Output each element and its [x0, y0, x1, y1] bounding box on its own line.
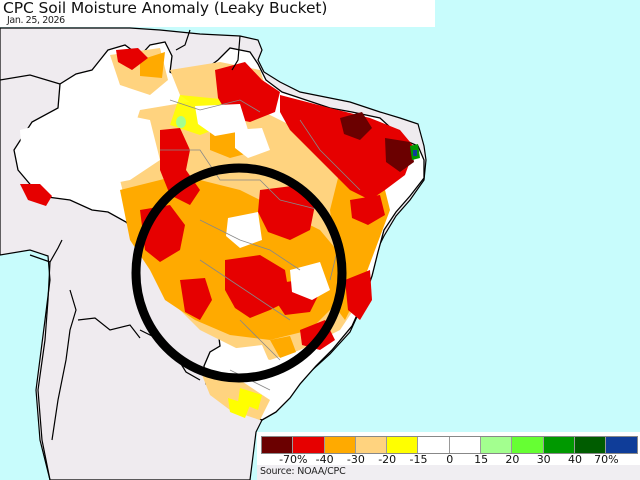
legend-swatch: [387, 437, 419, 453]
legend-swatch: [574, 437, 607, 453]
legend-labels: -70% -40 -30 -20 -15 0 15 20 30 40 70%: [257, 453, 640, 466]
legend-label: -70%: [279, 453, 308, 466]
legend-label: -15: [409, 453, 428, 466]
legend-label: 70%: [594, 453, 619, 466]
legend-label: 15: [474, 453, 489, 466]
legend-swatch: [449, 437, 482, 453]
date-label: Jan. 25, 2026: [7, 15, 65, 26]
legend-label: -20: [378, 453, 397, 466]
legend-swatch: [606, 437, 637, 453]
legend-swatch: [355, 437, 388, 453]
title-box: CPC Soil Moisture Anomaly (Leaky Bucket)…: [0, 0, 435, 27]
country-borders: [0, 29, 241, 480]
source-row: Source: NOAA/CPC: [257, 465, 640, 480]
legend-color-bar: [261, 436, 638, 454]
source-label: Source: NOAA/CPC: [260, 466, 346, 477]
legend-swatch: [543, 437, 575, 453]
legend-swatch: [512, 437, 544, 453]
legend-swatch: [324, 437, 356, 453]
legend-label: -40: [315, 453, 334, 466]
legend-label: 20: [505, 453, 520, 466]
legend: -70% -40 -30 -20 -15 0 15 20 30 40 70% Source: NOA…: [257, 432, 640, 480]
legend-label: 30: [536, 453, 551, 466]
legend-swatch: [481, 437, 513, 453]
legend-label: -30: [346, 453, 365, 466]
legend-swatch: [418, 437, 450, 453]
legend-swatch: [293, 437, 325, 453]
annotation-circle: [131, 163, 347, 383]
legend-label: 40: [568, 453, 582, 466]
legend-label: 0: [446, 453, 454, 466]
legend-swatch: [262, 437, 294, 453]
page-title: CPC Soil Moisture Anomaly (Leaky Bucket): [3, 0, 328, 17]
